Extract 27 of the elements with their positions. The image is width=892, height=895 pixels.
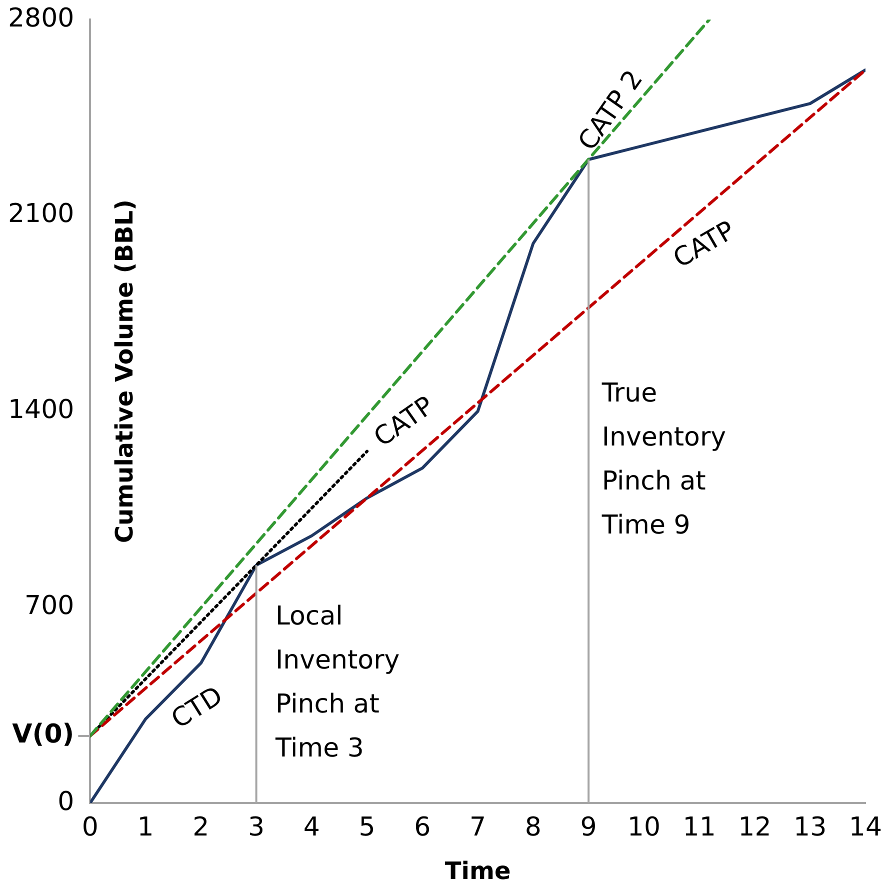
annotation: CTD bbox=[166, 680, 228, 735]
x-tick-label: 3 bbox=[248, 812, 265, 842]
y-tick-label: 2100 bbox=[8, 199, 74, 230]
annotation: Local Inventory Pinch at Time 3 bbox=[274, 602, 400, 764]
x-tick-label: 2 bbox=[192, 812, 210, 842]
x-tick-label: 9 bbox=[580, 812, 597, 842]
x-tick-label: 6 bbox=[414, 812, 431, 842]
x-axis-title: Time bbox=[444, 856, 511, 885]
x-tick-label: 1 bbox=[137, 812, 154, 842]
y-axis-title: Cumulative Volume (BBL) bbox=[110, 199, 138, 544]
x-tick-label: 11 bbox=[682, 812, 716, 842]
annotation: True Inventory Pinch at Time 9 bbox=[600, 378, 726, 540]
x-tick-label: 0 bbox=[82, 812, 98, 842]
x-tick-label: 12 bbox=[738, 812, 772, 842]
x-tick-label: 4 bbox=[303, 812, 320, 842]
x-tick-label: 8 bbox=[524, 812, 542, 842]
y-tick-label: 700 bbox=[24, 590, 74, 621]
x-tick-label: 7 bbox=[470, 812, 486, 842]
y-tick-label: 0 bbox=[58, 786, 74, 817]
y-tick-label: V(0) bbox=[12, 720, 74, 750]
y-tick-label: 1400 bbox=[8, 395, 74, 426]
x-tick-label: 10 bbox=[627, 812, 660, 842]
annotation: CATP bbox=[668, 216, 740, 274]
x-tick-label: 13 bbox=[794, 812, 827, 842]
y-tick-label: 2800 bbox=[8, 3, 74, 34]
x-tick-label: 5 bbox=[358, 812, 376, 842]
x-tick-label: 14 bbox=[848, 812, 882, 842]
